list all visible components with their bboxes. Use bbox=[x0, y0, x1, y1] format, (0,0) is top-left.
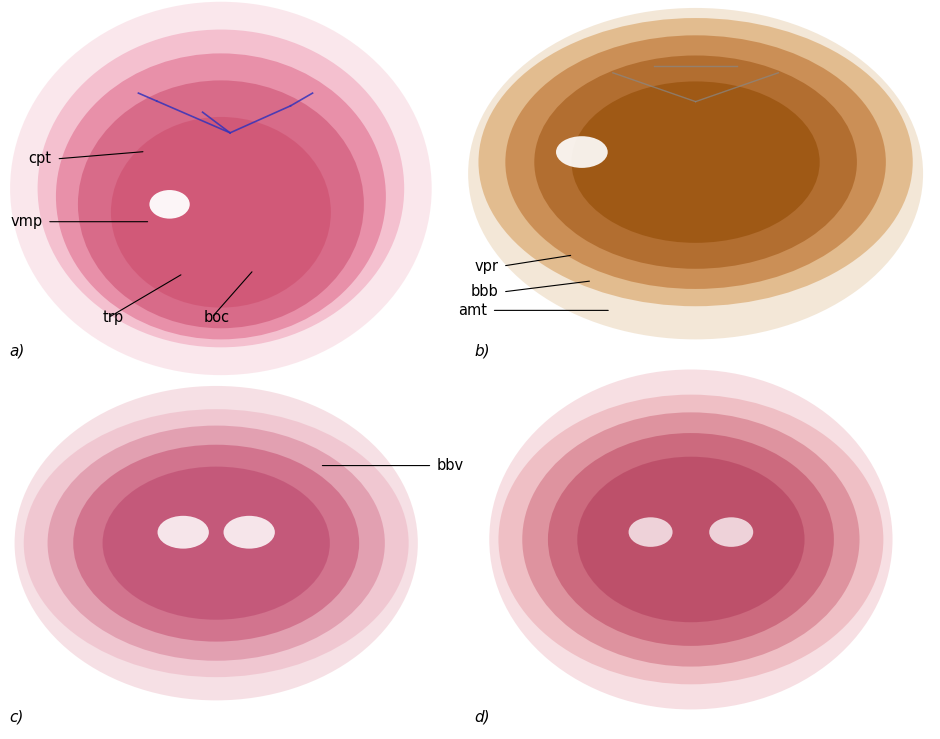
Ellipse shape bbox=[10, 1, 431, 375]
Text: cpt: cpt bbox=[29, 151, 52, 166]
Ellipse shape bbox=[556, 136, 608, 168]
Ellipse shape bbox=[48, 426, 384, 661]
Ellipse shape bbox=[577, 457, 805, 622]
Ellipse shape bbox=[149, 190, 190, 219]
Text: vmp: vmp bbox=[10, 214, 42, 229]
Text: amt: amt bbox=[458, 303, 487, 318]
Text: bbv: bbv bbox=[437, 458, 464, 473]
Ellipse shape bbox=[38, 30, 404, 347]
Ellipse shape bbox=[534, 55, 857, 269]
Ellipse shape bbox=[548, 433, 834, 646]
Ellipse shape bbox=[78, 81, 364, 328]
Ellipse shape bbox=[468, 8, 923, 339]
Ellipse shape bbox=[523, 412, 859, 667]
Ellipse shape bbox=[111, 117, 331, 307]
Ellipse shape bbox=[506, 35, 885, 289]
Text: vpr: vpr bbox=[474, 259, 498, 273]
Text: boc: boc bbox=[203, 310, 229, 325]
Text: a): a) bbox=[9, 344, 24, 358]
Text: bbb: bbb bbox=[470, 285, 498, 299]
Ellipse shape bbox=[73, 445, 359, 641]
Text: c): c) bbox=[9, 709, 24, 724]
Ellipse shape bbox=[55, 53, 386, 339]
Ellipse shape bbox=[498, 395, 884, 684]
Ellipse shape bbox=[14, 386, 418, 701]
Ellipse shape bbox=[102, 466, 330, 620]
Text: d): d) bbox=[475, 709, 491, 724]
Ellipse shape bbox=[629, 517, 672, 547]
Ellipse shape bbox=[710, 517, 753, 547]
Ellipse shape bbox=[478, 18, 913, 306]
Text: b): b) bbox=[475, 344, 491, 358]
Ellipse shape bbox=[224, 516, 274, 548]
Ellipse shape bbox=[572, 81, 820, 243]
Ellipse shape bbox=[489, 370, 893, 709]
Text: trp: trp bbox=[102, 310, 123, 325]
Ellipse shape bbox=[24, 409, 409, 677]
Ellipse shape bbox=[158, 516, 209, 548]
